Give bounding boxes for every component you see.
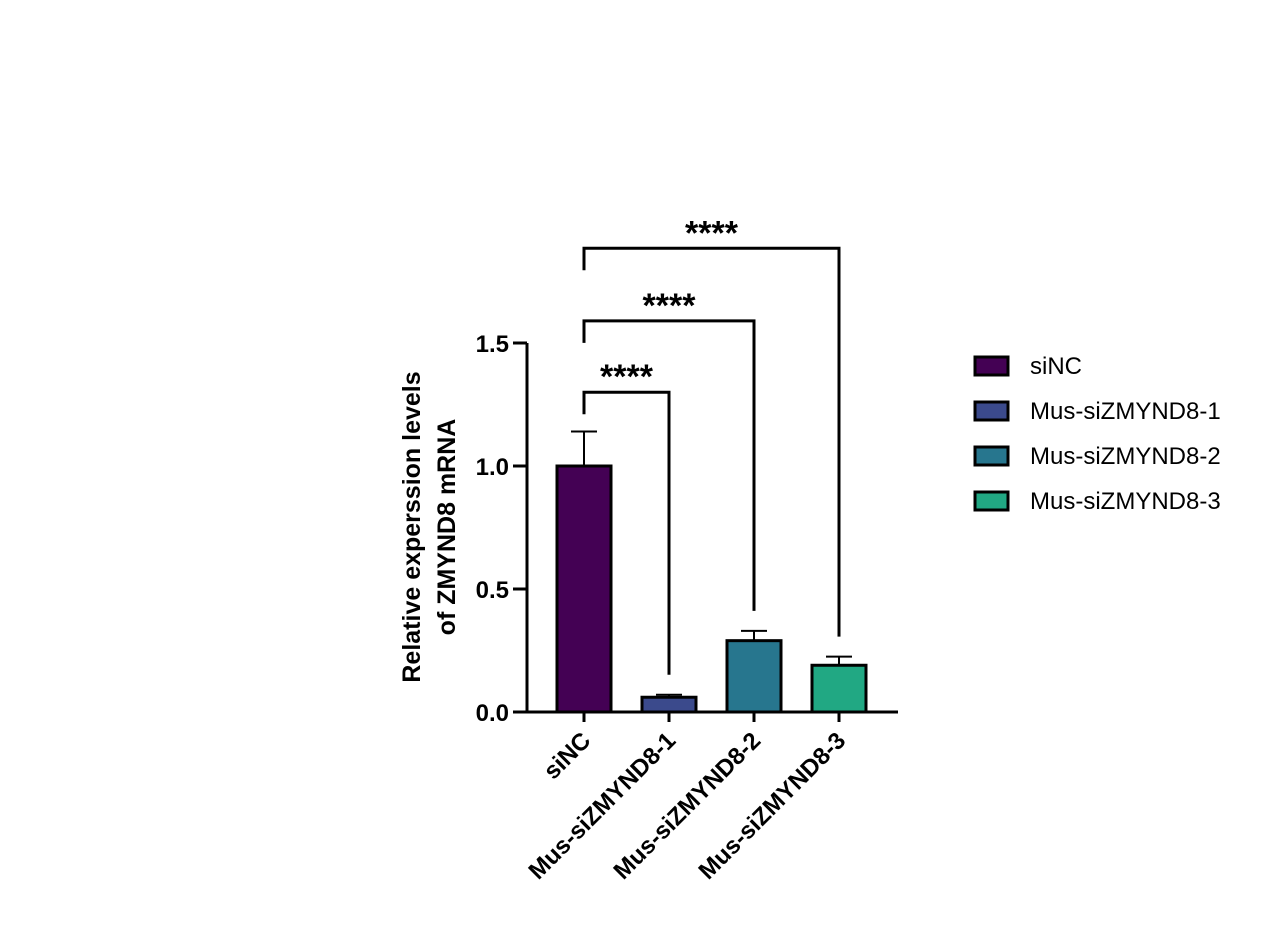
legend-label-mus-sizmynd8-2: Mus-siZMYND8-2 [1030, 443, 1221, 470]
y-axis-label: Relative experssion levels of ZMYND8 mRN… [398, 371, 461, 682]
significance-bracket-3 [582, 246, 841, 637]
significance-bracket-1 [582, 390, 671, 675]
x-category-label-mus-sizmynd8-2: Mus-siZMYND8-2 [609, 727, 767, 885]
bar-mus-sizmynd8-1 [640, 695, 698, 714]
legend-label-sinc: siNC [1030, 353, 1082, 380]
y-axis-label-line-2: of ZMYND8 mRNA [433, 419, 461, 636]
bar-mus-sizmynd8-2 [725, 639, 783, 714]
y-tick-label: 0.0 [476, 700, 509, 727]
bar-sinc [555, 464, 613, 714]
y-tick-label: 0.5 [476, 577, 509, 604]
y-axis-label-line-1: Relative experssion levels [398, 371, 426, 682]
legend-swatch-sinc [973, 355, 1010, 377]
legend-label-mus-sizmynd8-3: Mus-siZMYND8-3 [1030, 488, 1221, 515]
legend-swatch-mus-sizmynd8-2 [973, 445, 1010, 467]
significance-label-3: **** [685, 214, 739, 252]
x-category-label-mus-sizmynd8-3: Mus-siZMYND8-3 [694, 727, 852, 885]
x-category-label-sinc: siNC [538, 727, 596, 785]
significance-label-2: **** [643, 287, 697, 325]
significance-label-1: **** [600, 358, 654, 396]
significance-bracket-2 [582, 319, 756, 611]
legend-swatch-mus-sizmynd8-3 [973, 490, 1010, 512]
x-category-label-mus-sizmynd8-1: Mus-siZMYND8-1 [524, 727, 682, 885]
y-tick-label: 1.5 [476, 331, 509, 358]
y-tick-label: 1.0 [476, 454, 509, 481]
bar-mus-sizmynd8-3 [810, 663, 868, 714]
legend-swatch-mus-sizmynd8-1 [973, 400, 1010, 422]
legend-label-mus-sizmynd8-1: Mus-siZMYND8-1 [1030, 398, 1221, 425]
